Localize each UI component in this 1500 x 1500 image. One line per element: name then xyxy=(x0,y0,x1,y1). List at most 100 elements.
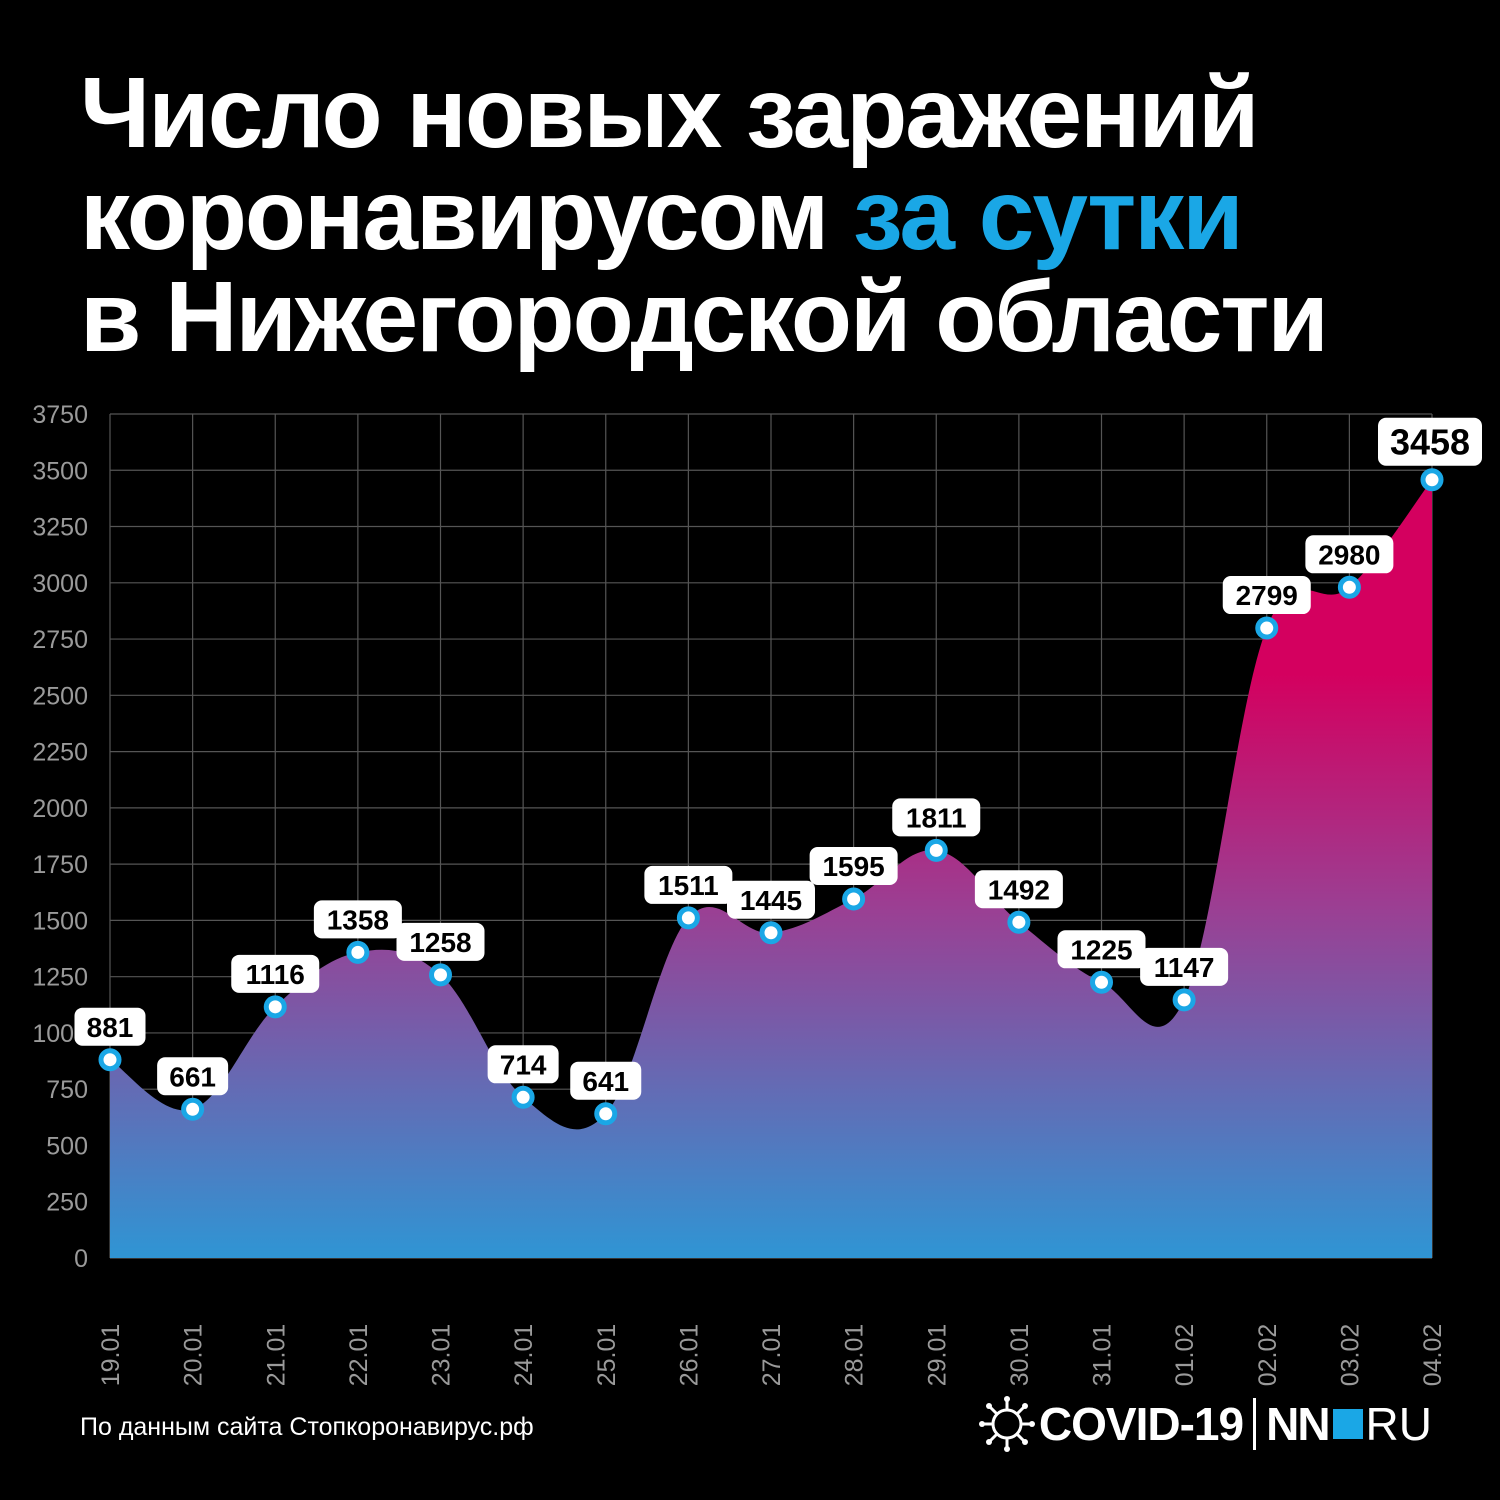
data-label-text: 1358 xyxy=(327,904,389,935)
data-label-text: 2799 xyxy=(1236,580,1298,611)
y-axis-tick-labels: 0250500750100012501500175020002250250027… xyxy=(32,401,88,1273)
y-tick-label: 250 xyxy=(46,1189,88,1217)
data-label-box xyxy=(644,865,733,904)
x-tick-label: 02.02 xyxy=(1254,1324,1282,1387)
x-tick-label: 19.01 xyxy=(97,1324,125,1387)
data-label: 1258 xyxy=(396,922,485,961)
y-tick-label: 2000 xyxy=(32,795,88,823)
y-tick-label: 500 xyxy=(46,1132,88,1160)
title-line-2: коронавирусом за сутки xyxy=(80,164,1480,266)
chart-title: Число новых заражений коронавирусом за с… xyxy=(80,62,1480,368)
data-point xyxy=(181,1097,205,1121)
data-label-text: 1147 xyxy=(1154,952,1215,983)
x-tick-label: 03.02 xyxy=(1336,1324,1364,1387)
data-label-box xyxy=(396,922,485,961)
data-point xyxy=(1007,910,1031,934)
brand-logo: COVID-19 NN RU xyxy=(977,1392,1432,1456)
data-label-text: 1225 xyxy=(1070,934,1132,965)
data-point xyxy=(263,995,287,1019)
data-label-text: 641 xyxy=(582,1066,629,1097)
data-label-text: 3458 xyxy=(1390,422,1470,463)
data-label-box xyxy=(313,900,402,939)
area-fill xyxy=(110,479,1432,1258)
data-label-text: 1445 xyxy=(740,885,802,916)
data-label-box xyxy=(809,847,898,886)
data-label: 1445 xyxy=(727,880,815,919)
data-label-text: 1258 xyxy=(409,927,471,958)
data-point xyxy=(1255,616,1279,640)
data-label-box xyxy=(487,1045,559,1084)
x-tick-label: 20.01 xyxy=(180,1324,208,1387)
x-tick-label: 23.01 xyxy=(428,1324,456,1387)
x-axis-tick-labels: 19.01 20.01 21.01 22.01 23.01 24.01 25.01 26.01… xyxy=(97,1324,1447,1387)
x-tick-label: 27.01 xyxy=(758,1324,786,1387)
data-label-text: 1595 xyxy=(822,851,884,882)
data-label-text: 661 xyxy=(169,1061,216,1092)
x-tick-label: 22.01 xyxy=(345,1324,373,1387)
y-tick-label: 3500 xyxy=(32,457,88,485)
data-label: 1811 xyxy=(892,798,981,837)
data-label-box xyxy=(974,870,1063,909)
data-point xyxy=(1090,970,1113,994)
data-label-text: 881 xyxy=(87,1012,134,1043)
data-label-box xyxy=(74,1007,146,1046)
y-tick-label: 2250 xyxy=(32,739,88,767)
brand-divider xyxy=(1253,1398,1257,1450)
data-point xyxy=(98,1048,122,1072)
data-label-box xyxy=(570,1061,642,1100)
data-label: 1492 xyxy=(974,870,1063,909)
y-tick-label: 0 xyxy=(74,1245,88,1273)
data-label: 2980 xyxy=(1305,535,1394,574)
data-label: 1147 xyxy=(1140,947,1229,986)
data-point xyxy=(759,921,783,945)
x-tick-label: 24.01 xyxy=(510,1324,538,1387)
virus-icon xyxy=(978,1396,1035,1452)
y-tick-label: 2750 xyxy=(32,626,88,654)
x-tick-label: 28.01 xyxy=(841,1324,869,1387)
data-label-box xyxy=(1140,947,1229,986)
data-point xyxy=(1172,988,1196,1012)
data-label-box xyxy=(1222,576,1311,615)
data-label: 641 xyxy=(570,1061,642,1100)
x-tick-label: 26.01 xyxy=(675,1324,703,1387)
data-label: 2799 xyxy=(1222,576,1311,615)
data-point xyxy=(594,1102,618,1126)
data-label-text: 1811 xyxy=(906,802,967,833)
x-tick-label: 25.01 xyxy=(593,1324,621,1387)
source-note: По данным сайта Стопкоронавирус.рф xyxy=(80,1413,534,1441)
data-label-box xyxy=(231,954,320,993)
data-label: 3458 xyxy=(1378,417,1482,466)
data-label: 881 xyxy=(74,1007,146,1046)
y-tick-label: 3750 xyxy=(32,401,88,429)
data-label-text: 714 xyxy=(500,1049,547,1080)
data-point xyxy=(1337,575,1361,599)
title-accent: за сутки xyxy=(853,159,1244,271)
brand-covid-text: COVID-19 xyxy=(1038,1398,1244,1450)
data-label-text: 1116 xyxy=(246,959,305,990)
y-tick-label: 1250 xyxy=(32,964,88,992)
x-tick-label: 01.02 xyxy=(1171,1324,1199,1387)
data-label-box xyxy=(727,880,815,919)
data-label: 1358 xyxy=(313,900,402,939)
x-tick-label: 31.01 xyxy=(1089,1324,1117,1387)
data-label-box xyxy=(1057,930,1146,969)
x-tick-label: 29.01 xyxy=(923,1324,951,1387)
brand-square-icon xyxy=(1332,1409,1363,1439)
y-tick-label: 1750 xyxy=(32,851,88,879)
data-point xyxy=(511,1085,535,1109)
title-line-1: Число новых заражений xyxy=(80,57,1259,169)
brand-nn-text: NN xyxy=(1266,1398,1330,1450)
data-label-text: 2980 xyxy=(1318,539,1380,570)
data-label-box xyxy=(157,1057,229,1096)
data-point xyxy=(924,838,948,862)
data-point xyxy=(676,906,700,930)
data-point xyxy=(1420,468,1444,492)
title-line-3: в Нижегородской области xyxy=(80,261,1329,373)
data-point xyxy=(842,887,866,911)
data-label-text: 1492 xyxy=(988,874,1050,905)
x-tick-label: 30.01 xyxy=(1006,1324,1034,1387)
data-points xyxy=(98,468,1444,1126)
data-label-box xyxy=(1378,417,1482,466)
y-tick-label: 3000 xyxy=(32,570,88,598)
